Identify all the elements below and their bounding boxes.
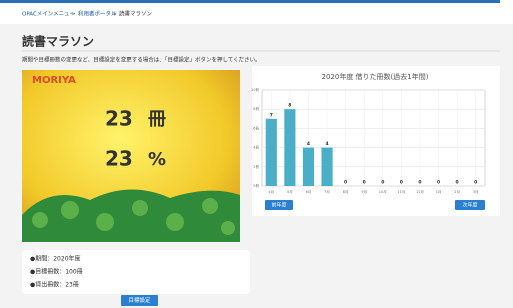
info-line: ●貸出冊数：23冊 [30,281,79,289]
percent-value: 23 [105,147,133,171]
x-tick-label: 3月 [473,189,479,194]
data-label: 8 [288,103,291,109]
breadcrumb-link[interactable]: OPACメインメニュー [22,11,75,18]
screen: OPACメインメニュー > 利用者ポータル > 読書マラソン 読書マラソン 期間… [0,0,513,308]
info-line: ●期間：2020年度 [30,255,81,263]
x-tick-label: 4月 [268,189,274,194]
data-label: 0 [418,180,421,186]
page-title: 読書マラソン [22,34,94,49]
x-tick-label: 9月 [361,189,367,194]
chart-title: 2020年度 借りた冊数(過去1年間) [322,72,429,81]
separator: > [112,12,117,18]
percent-unit: % [148,149,166,170]
x-tick-label: 12月 [416,189,424,194]
x-tick-label: 8月 [343,189,349,194]
data-label: 0 [344,180,347,186]
data-label: 0 [363,180,366,186]
y-tick-label: 4冊 [253,146,259,150]
y-tick-label: 0冊 [253,184,259,188]
info-line: ●目標冊数：100冊 [30,268,83,276]
y-tick-label: 8冊 [253,107,259,111]
data-label: 0 [400,180,403,186]
breadcrumb-current: 読書マラソン [119,10,153,18]
separator: > [71,12,76,18]
y-tick-label: 10冊 [251,88,259,92]
goal-button-label[interactable]: 目標設定 [128,296,151,304]
hills [22,189,240,242]
x-tick-label: 10月 [379,189,387,194]
bar [284,109,295,186]
bar [321,148,332,186]
x-tick-label: 7月 [324,189,330,194]
bar [266,119,277,186]
count-unit: 冊 [148,109,166,130]
x-tick-label: 6月 [306,189,312,194]
data-label: 4 [307,141,310,147]
x-tick-label: 11月 [397,189,405,194]
y-tick-label: 6冊 [253,126,259,130]
bar [303,148,314,186]
page: OPACメインメニュー > 利用者ポータル > 読書マラソン 読書マラソン 期間… [0,0,513,308]
x-tick-label: 5月 [287,189,293,194]
prev-button-label[interactable]: 前年度 [271,202,286,209]
data-label: 7 [270,112,273,118]
top-stripe [0,0,500,3]
next-button-label[interactable]: 次年度 [462,202,477,209]
data-label: 0 [381,180,384,186]
data-label: 4 [325,141,328,147]
logo: MORIYA [32,75,76,86]
description: 期間や目標冊数の変更など、目標設定を変更する場合は、「目標設定」ボタンを押してく… [22,56,261,64]
data-label: 0 [456,180,459,186]
data-label: 0 [437,180,440,186]
header-bar [0,0,513,24]
x-tick-label: 1月 [436,189,442,194]
count-value: 23 [105,107,133,131]
data-label: 0 [474,180,477,186]
y-tick-label: 2冊 [253,165,259,169]
x-tick-label: 2月 [454,189,460,194]
